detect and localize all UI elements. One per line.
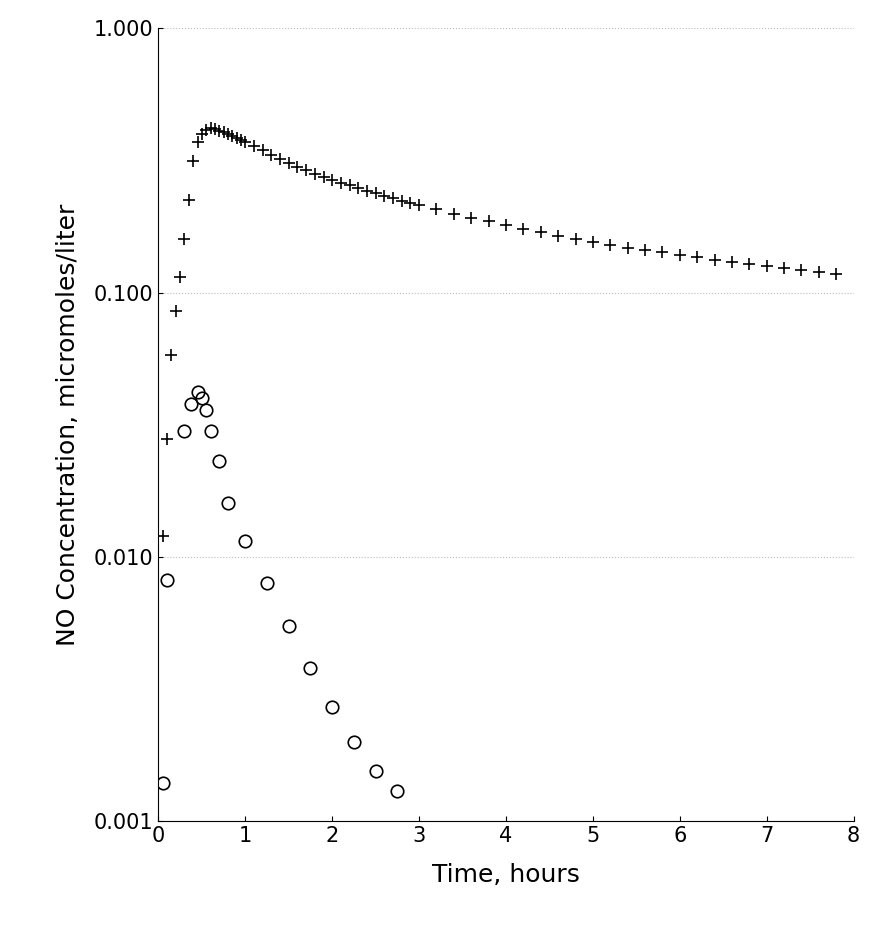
X-axis label: Time, hours: Time, hours bbox=[432, 863, 580, 886]
Y-axis label: NO Concentration, micromoles/liter: NO Concentration, micromoles/liter bbox=[56, 204, 80, 646]
